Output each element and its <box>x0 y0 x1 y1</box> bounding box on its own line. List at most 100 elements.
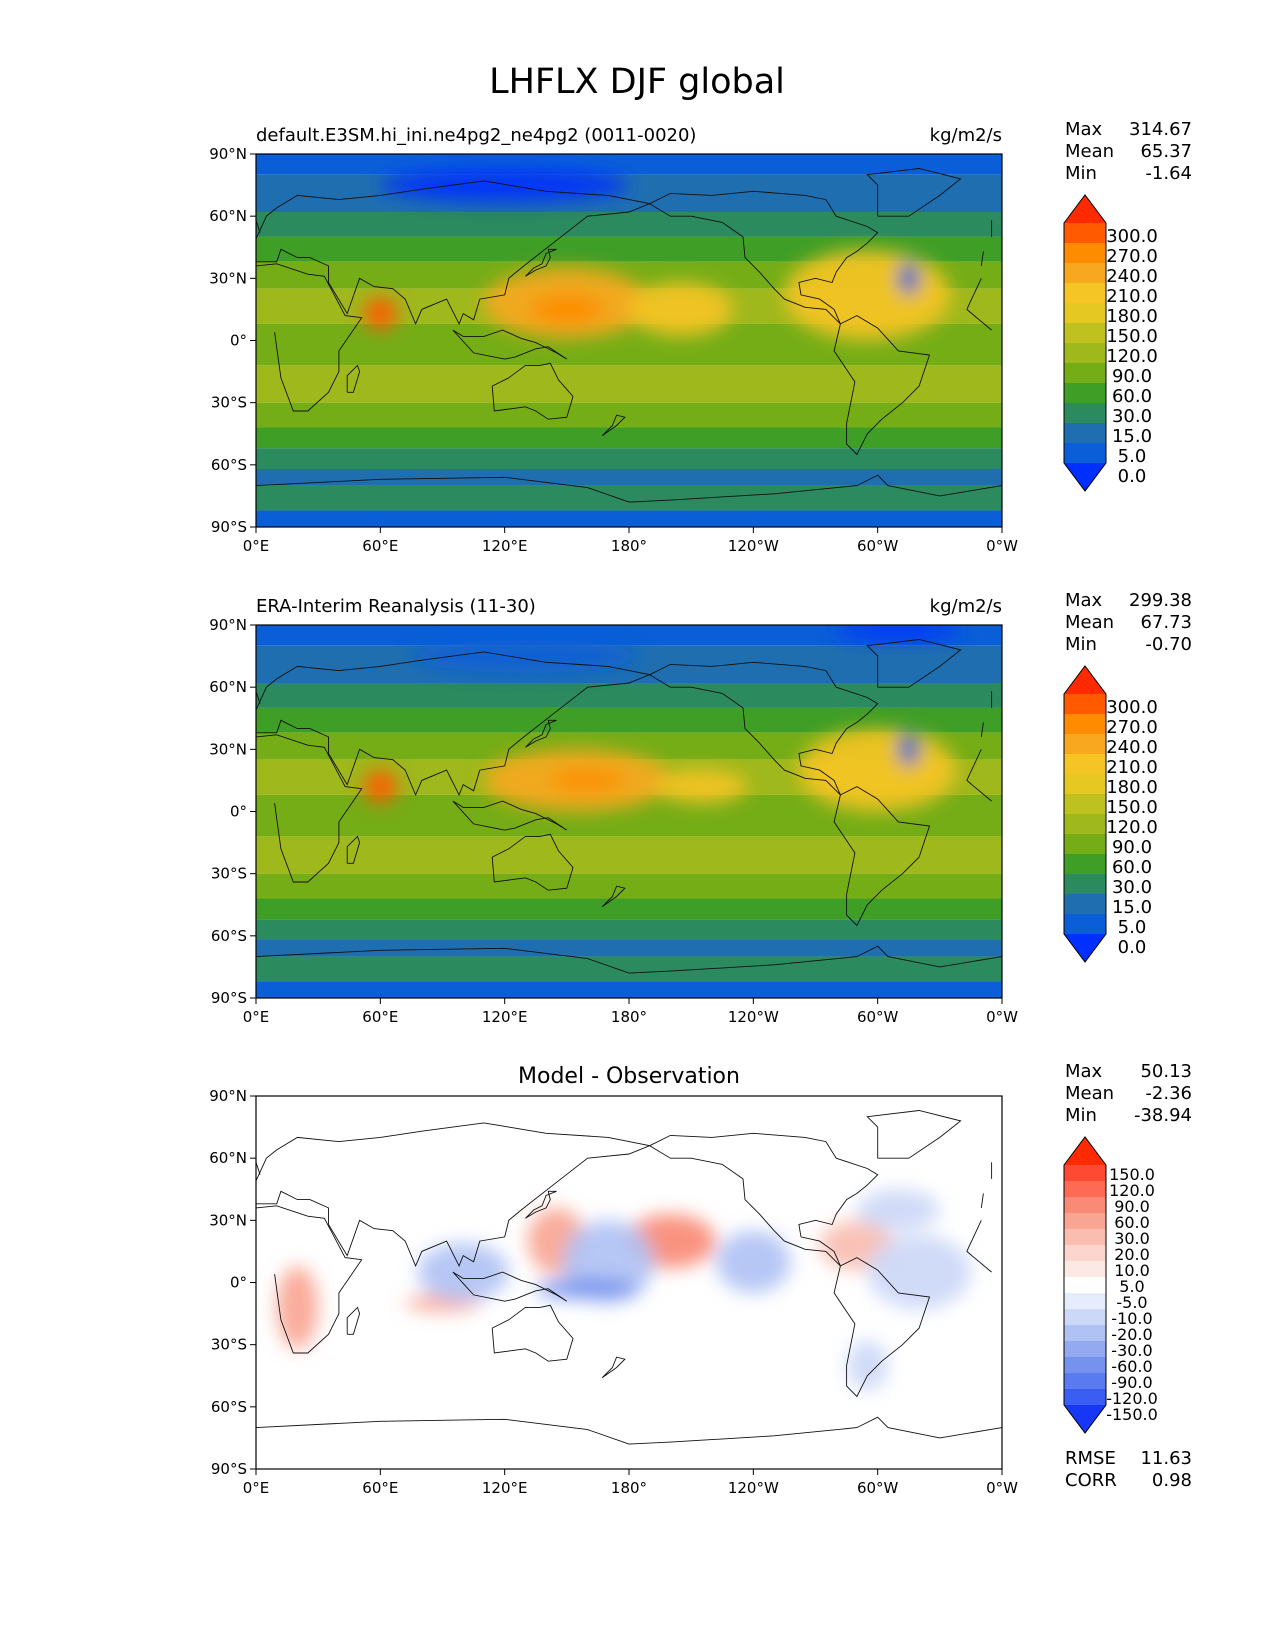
map-field <box>256 154 1002 527</box>
figure-title: LHFLX DJF global <box>489 62 785 102</box>
coastline-africa <box>966 1251 992 1273</box>
lat-tick-label: 90°N <box>209 1087 247 1105</box>
lat-tick-label: 30°N <box>209 740 247 758</box>
coastline-australia <box>491 1304 574 1362</box>
colorbar-label: 120.0 <box>1109 1181 1155 1200</box>
coastline-africa <box>256 263 363 412</box>
coastline-nz <box>601 414 626 437</box>
stat-value-min: -0.70 <box>1145 634 1192 655</box>
colorbar: 300.0270.0240.0210.0180.0150.0120.090.06… <box>1063 665 1158 963</box>
coastline-north-america <box>649 190 879 325</box>
stats-block: Max 314.67 Mean 65.37 Min -1.64 <box>1065 119 1192 184</box>
coastline-africa <box>256 734 363 883</box>
coastline-north-america <box>649 1132 879 1267</box>
lon-tick-label: 0°E <box>243 537 270 555</box>
coastline-africa <box>966 780 992 802</box>
coastline-eurasia <box>980 1193 984 1208</box>
panel-title-left: ERA-Interim Reanalysis (11-30) <box>256 596 536 617</box>
lon-tick-label: 120°W <box>728 1479 779 1497</box>
colorbar-label: -60.0 <box>1111 1357 1152 1376</box>
colorbar-label: 60.0 <box>1112 857 1152 878</box>
colorbar-label: 240.0 <box>1106 737 1158 758</box>
lat-tick-label: 0° <box>230 1274 247 1292</box>
lon-tick-label: 60°E <box>362 1479 398 1497</box>
stat-label-min: Min <box>1065 1105 1097 1126</box>
colorbar-label: 0.0 <box>1118 466 1147 487</box>
stat-label-max: Max <box>1065 590 1103 611</box>
colorbar-label: -150.0 <box>1106 1405 1158 1424</box>
coastline-indonesia <box>452 1271 568 1302</box>
coastline-uk <box>256 1162 261 1175</box>
colorbar-label: 150.0 <box>1106 797 1158 818</box>
coastline-africa <box>966 1220 982 1252</box>
lat-tick-label: 30°N <box>209 1211 247 1229</box>
coastline-north-america <box>649 661 879 796</box>
colorbar-label: 120.0 <box>1106 346 1158 367</box>
colorbar-label: 30.0 <box>1112 877 1152 898</box>
coastline-madagascar <box>346 1306 361 1335</box>
lon-tick-label: 0°W <box>986 537 1018 555</box>
lon-tick-label: 120°W <box>728 537 779 555</box>
panel-title-left: default.E3SM.hi_ini.ne4pg2_ne4pg2 (0011-… <box>256 125 696 146</box>
colorbar-label: 5.0 <box>1118 917 1147 938</box>
coastline-eurasia <box>256 1122 652 1268</box>
lat-tick-label: 30°S <box>211 394 247 412</box>
colorbar-label: 300.0 <box>1106 697 1158 718</box>
lon-tick-label: 180° <box>611 537 647 555</box>
map-field <box>256 625 1002 998</box>
stats-block: Max 299.38 Mean 67.73 Min -0.70 <box>1065 590 1192 655</box>
colorbar-label: 5.0 <box>1119 1277 1144 1296</box>
lat-tick-label: 0° <box>230 332 247 350</box>
stat-value-max: 299.38 <box>1129 590 1192 611</box>
colorbar-label: 60.0 <box>1112 386 1152 407</box>
coastline-eurasia <box>980 722 984 737</box>
colorbar-label: 60.0 <box>1114 1213 1150 1232</box>
lat-tick-label: 60°N <box>209 207 247 225</box>
lon-tick-label: 180° <box>611 1008 647 1026</box>
colorbar-label: 30.0 <box>1114 1229 1150 1248</box>
lon-tick-label: 0°E <box>243 1479 270 1497</box>
lat-tick-label: 90°S <box>211 989 247 1007</box>
colorbar: 300.0270.0240.0210.0180.0150.0120.090.06… <box>1063 194 1158 492</box>
coastline-greenland <box>866 639 962 688</box>
lon-tick-label: 0°E <box>243 1008 270 1026</box>
coastline-japan <box>525 248 557 277</box>
coastline-antarctica-west <box>256 945 1002 974</box>
stat-label-rmse: RMSE <box>1065 1448 1116 1469</box>
stat-label-mean: Mean <box>1065 612 1114 633</box>
stat-value-min: -38.94 <box>1134 1105 1192 1126</box>
lon-tick-label: 180° <box>611 1479 647 1497</box>
coastline-nz <box>601 1356 626 1379</box>
coastline-uk <box>256 220 261 233</box>
panel-difference: Model - Observation Max 50.13 Mean -2.36… <box>209 1061 1192 1497</box>
lat-tick-label: 90°N <box>209 145 247 163</box>
lat-tick-label: 60°N <box>209 678 247 696</box>
coastline-africa <box>966 309 992 331</box>
lat-tick-label: 60°S <box>211 1398 247 1416</box>
panel-units: kg/m2/s <box>930 125 1002 146</box>
colorbar-label: -20.0 <box>1111 1325 1152 1344</box>
lon-tick-label: 60°W <box>857 1479 899 1497</box>
colorbar-label: 150.0 <box>1106 326 1158 347</box>
colorbar-label: 15.0 <box>1112 897 1152 918</box>
colorbar-label: 30.0 <box>1112 406 1152 427</box>
colorbar-label: 10.0 <box>1114 1261 1150 1280</box>
lon-tick-label: 120°W <box>728 1008 779 1026</box>
lat-tick-label: 30°S <box>211 865 247 883</box>
stat-label-mean: Mean <box>1065 1083 1114 1104</box>
colorbar-label: 120.0 <box>1106 817 1158 838</box>
lon-tick-label: 120°E <box>482 537 528 555</box>
lat-tick-label: 60°S <box>211 927 247 945</box>
coastline-south-america <box>833 315 931 456</box>
colorbar-label: 150.0 <box>1109 1165 1155 1184</box>
colorbar-label: 20.0 <box>1114 1245 1150 1264</box>
panel-observation: ERA-Interim Reanalysis (11-30) kg/m2/s M… <box>209 590 1192 1026</box>
colorbar-label: 270.0 <box>1106 246 1158 267</box>
lat-tick-label: 0° <box>230 803 247 821</box>
lat-tick-label: 90°S <box>211 1460 247 1478</box>
panel-units: kg/m2/s <box>930 596 1002 617</box>
coastline-madagascar <box>346 364 361 393</box>
coastline-japan <box>525 719 557 748</box>
lat-tick-label: 30°N <box>209 269 247 287</box>
